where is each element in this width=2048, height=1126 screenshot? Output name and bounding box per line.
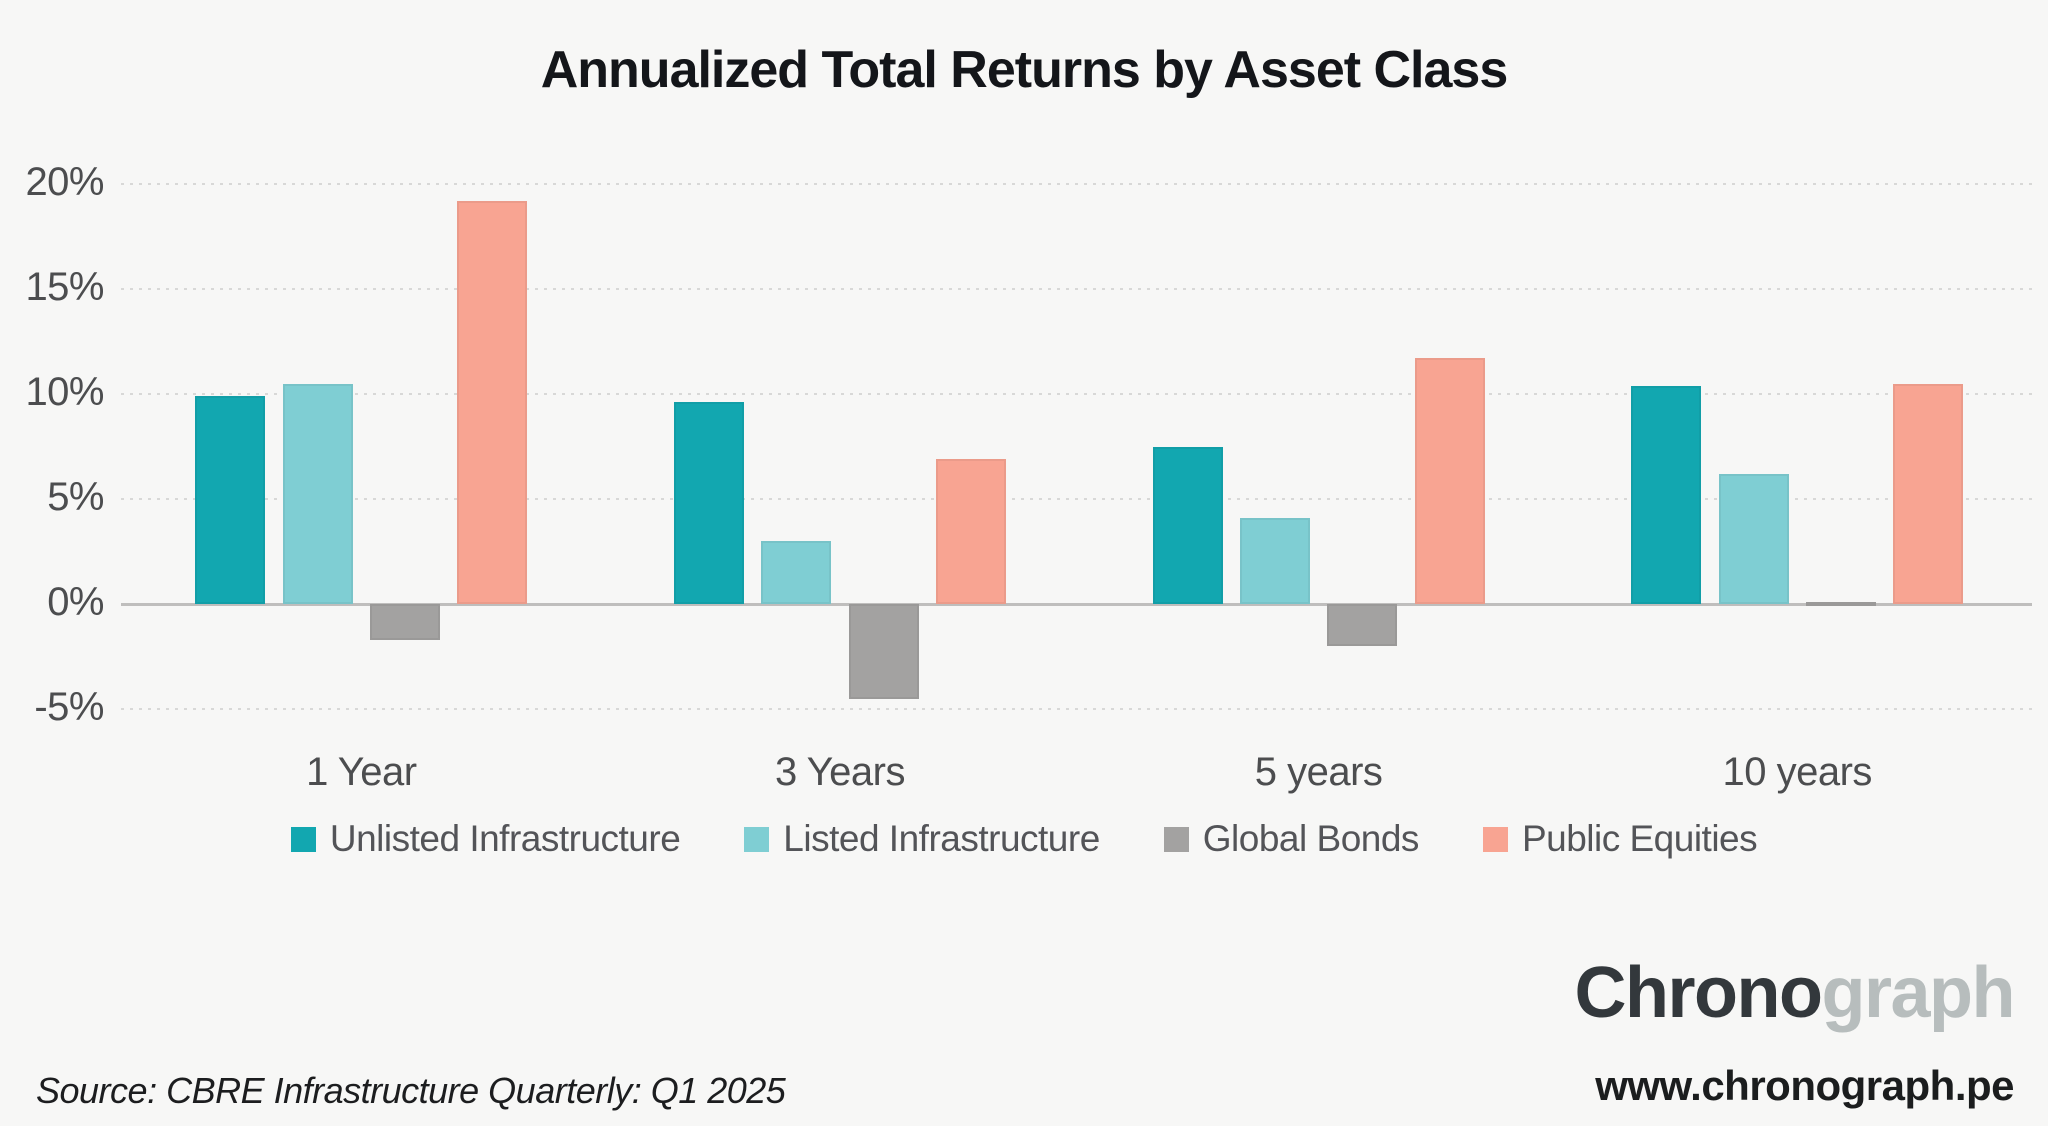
bar-global-bonds-5-years <box>1327 604 1398 646</box>
gridline-10% <box>121 393 2032 395</box>
website-url: www.chronograph.pe <box>1595 1062 2014 1109</box>
x-label-1-year: 1 Year <box>306 750 417 794</box>
y-tick-label-5%: 5% <box>47 475 104 519</box>
source-note: Source: CBRE Infrastructure Quarterly: Q… <box>36 1070 786 1111</box>
x-label-5-years: 5 years <box>1254 750 1383 794</box>
gridline--5% <box>121 708 2032 710</box>
legend-swatch-icon <box>1482 826 1508 852</box>
legend-item-listed-infrastructure: Listed Infrastructure <box>744 818 1100 860</box>
bar-unlisted-infrastructure-1-year <box>195 396 266 604</box>
bar-global-bonds-10-years <box>1805 601 1876 606</box>
y-tick-label-0%: 0% <box>47 580 104 624</box>
y-tick-label--5%: -5% <box>34 685 104 729</box>
legend-item-public-equities: Public Equities <box>1482 818 1758 860</box>
logo-text-light: graph <box>1821 953 2015 1033</box>
bar-listed-infrastructure-3-years <box>761 541 832 604</box>
bar-public-equities-1-year <box>457 200 528 604</box>
legend-item-unlisted-infrastructure: Unlisted Infrastructure <box>290 818 681 860</box>
legend-label: Global Bonds <box>1202 818 1420 859</box>
legend-swatch-icon <box>290 826 316 852</box>
bar-listed-infrastructure-10-years <box>1718 473 1789 604</box>
logo-text-dark: Chrono <box>1574 953 1823 1033</box>
legend-label: Public Equities <box>1521 818 1758 859</box>
legend-swatch-icon <box>744 826 770 852</box>
bar-public-equities-5-years <box>1414 358 1485 604</box>
bar-unlisted-infrastructure-5-years <box>1152 446 1223 604</box>
bar-public-equities-10-years <box>1893 383 1964 604</box>
x-label-10-years: 10 years <box>1722 750 1872 794</box>
gridline-5% <box>121 498 2032 500</box>
gridline-20% <box>121 183 2032 185</box>
y-tick-label-10%: 10% <box>25 370 104 414</box>
chart-title: Annualized Total Returns by Asset Class <box>540 41 1509 99</box>
bar-global-bonds-1-year <box>370 604 441 640</box>
bar-unlisted-infrastructure-3-years <box>674 402 745 604</box>
bar-global-bonds-3-years <box>848 604 919 699</box>
bar-unlisted-infrastructure-10-years <box>1631 385 1702 604</box>
zero-axis-line <box>121 603 2032 606</box>
legend-label: Unlisted Infrastructure <box>329 818 681 859</box>
chronograph-logo: Chronograph <box>1574 952 2016 1034</box>
gridline-15% <box>121 288 2032 290</box>
legend-swatch-icon <box>1163 826 1189 852</box>
bar-public-equities-3-years <box>935 459 1006 604</box>
legend-item-global-bonds: Global Bonds <box>1163 818 1420 860</box>
bar-listed-infrastructure-5-years <box>1239 517 1310 604</box>
x-label-3-years: 3 Years <box>775 750 905 794</box>
legend-label: Listed Infrastructure <box>783 818 1100 859</box>
y-tick-label-20%: 20% <box>25 160 104 204</box>
y-tick-label-15%: 15% <box>25 265 104 309</box>
bar-listed-infrastructure-1-year <box>282 383 353 604</box>
legend: Unlisted Infrastructure Listed Infrastruc… <box>0 818 2048 860</box>
